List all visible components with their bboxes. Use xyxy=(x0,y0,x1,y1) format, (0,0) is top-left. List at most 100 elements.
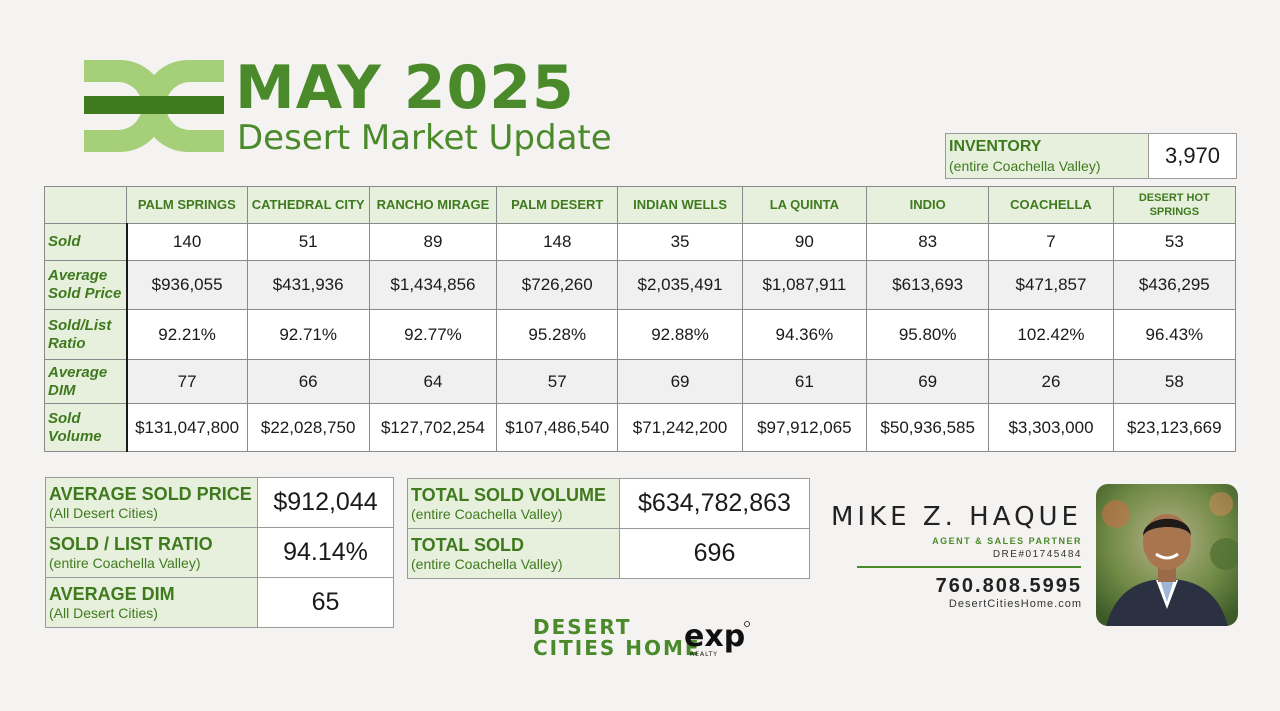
table-cell: 92.21% xyxy=(126,309,248,360)
brand-line-1: DESERT xyxy=(533,615,632,639)
table-cell: $107,486,540 xyxy=(496,403,619,452)
table-cell: 69 xyxy=(866,359,990,404)
table-cell: $613,693 xyxy=(866,260,990,310)
market-stats-table: PALM SPRINGS CATHEDRAL CITY RANCHO MIRAG… xyxy=(43,186,1237,452)
inventory-value: 3,970 xyxy=(1149,134,1236,178)
table-cell: 53 xyxy=(1112,223,1237,261)
table-row-average-dim: Average DIM 77 66 64 57 69 61 69 26 58 xyxy=(43,359,1237,404)
table-cell: $23,123,669 xyxy=(1112,403,1237,452)
summary-row-sold-list-ratio: SOLD / LIST RATIO (entire Coachella Vall… xyxy=(45,527,394,578)
table-cell: $97,912,065 xyxy=(741,403,868,452)
column-header: RANCHO MIRAGE xyxy=(368,186,498,224)
table-cell: 90 xyxy=(741,223,868,261)
summary-sublabel: (All Desert Cities) xyxy=(49,504,158,521)
table-cell: 92.71% xyxy=(246,309,370,360)
table-cell: $1,434,856 xyxy=(368,260,498,310)
summary-label-cell: AVERAGE DIM (All Desert Cities) xyxy=(45,577,258,628)
agent-website-link[interactable]: DesertCitiesHome.com xyxy=(948,598,1082,610)
column-header: INDIO xyxy=(866,186,990,224)
summary-sublabel: (entire Coachella Valley) xyxy=(49,554,201,571)
table-cell: $71,242,200 xyxy=(617,403,743,452)
summary-sublabel: (entire Coachella Valley) xyxy=(411,555,563,572)
summary-label: AVERAGE DIM xyxy=(49,583,175,604)
desert-cities-logo-icon xyxy=(84,60,224,152)
inventory-label-cell: INVENTORY (entire Coachella Valley) xyxy=(946,134,1149,178)
column-header: PALM DESERT xyxy=(496,186,619,224)
summary-value: $634,782,863 xyxy=(619,478,810,529)
table-cell: 66 xyxy=(246,359,370,404)
agent-dre-number: DRE#01745484 xyxy=(992,549,1082,560)
column-header: INDIAN WELLS xyxy=(617,186,743,224)
table-cell: 89 xyxy=(368,223,498,261)
table-cell: 95.28% xyxy=(496,309,619,360)
table-cell: 95.80% xyxy=(866,309,990,360)
summary-value: $912,044 xyxy=(257,477,394,528)
summary-row-total-sold: TOTAL SOLD (entire Coachella Valley) 696 xyxy=(407,528,810,579)
table-cell: $436,295 xyxy=(1112,260,1237,310)
table-cell: 69 xyxy=(617,359,743,404)
summary-label-cell: SOLD / LIST RATIO (entire Coachella Vall… xyxy=(45,527,258,578)
table-cell: 51 xyxy=(246,223,370,261)
summary-value: 94.14% xyxy=(257,527,394,578)
table-cell: 148 xyxy=(496,223,619,261)
agent-photo xyxy=(1096,484,1238,626)
summary-label-cell: AVERAGE SOLD PRICE (All Desert Cities) xyxy=(45,477,258,528)
row-label: Average Sold Price xyxy=(43,260,128,310)
table-row-average-sold-price: Average Sold Price $936,055 $431,936 $1,… xyxy=(43,260,1237,310)
table-row-sold-list-ratio: Sold/List Ratio 92.21% 92.71% 92.77% 95.… xyxy=(43,309,1237,360)
column-header: COACHELLA xyxy=(988,186,1114,224)
inventory-box: INVENTORY (entire Coachella Valley) 3,97… xyxy=(945,133,1237,179)
table-cell: 96.43% xyxy=(1112,309,1237,360)
row-label: Sold/List Ratio xyxy=(43,309,128,360)
summary-row-average-sold-price: AVERAGE SOLD PRICE (All Desert Cities) $… xyxy=(45,477,394,528)
summary-right-table: TOTAL SOLD VOLUME (entire Coachella Vall… xyxy=(407,478,810,579)
table-cell: 7 xyxy=(988,223,1114,261)
table-cell: $726,260 xyxy=(496,260,619,310)
summary-label-cell: TOTAL SOLD (entire Coachella Valley) xyxy=(407,528,620,579)
summary-label: AVERAGE SOLD PRICE xyxy=(49,483,252,504)
table-cell: 61 xyxy=(741,359,868,404)
exp-logo-subtext: REALTY xyxy=(690,651,718,658)
page-subtitle: Desert Market Update xyxy=(237,118,612,158)
table-cell: 35 xyxy=(617,223,743,261)
column-header: PALM SPRINGS xyxy=(126,186,248,224)
row-label: Sold Volume xyxy=(43,403,128,452)
table-header-row: PALM SPRINGS CATHEDRAL CITY RANCHO MIRAG… xyxy=(43,186,1237,224)
summary-label: SOLD / LIST RATIO xyxy=(49,533,213,554)
table-cell: $3,303,000 xyxy=(988,403,1114,452)
table-cell: $127,702,254 xyxy=(368,403,498,452)
exp-logo-text: exp xyxy=(684,619,745,654)
page-title: MAY 2025 xyxy=(235,53,575,123)
table-cell: 58 xyxy=(1112,359,1237,404)
summary-sublabel: (entire Coachella Valley) xyxy=(411,505,563,522)
table-row-sold: Sold 140 51 89 148 35 90 83 7 53 xyxy=(43,223,1237,261)
table-cell: $22,028,750 xyxy=(246,403,370,452)
agent-divider xyxy=(857,566,1081,568)
summary-label: TOTAL SOLD VOLUME xyxy=(411,484,607,505)
summary-row-total-sold-volume: TOTAL SOLD VOLUME (entire Coachella Vall… xyxy=(407,478,810,529)
table-cell: $431,936 xyxy=(246,260,370,310)
summary-label-cell: TOTAL SOLD VOLUME (entire Coachella Vall… xyxy=(407,478,620,529)
inventory-sublabel: (entire Coachella Valley) xyxy=(949,158,1101,174)
row-label: Average DIM xyxy=(43,359,128,404)
table-cell: 83 xyxy=(866,223,990,261)
column-header: CATHEDRAL CITY xyxy=(246,186,370,224)
brand-line-2: CITIES HOME xyxy=(533,636,701,660)
desert-cities-home-logo: DESERT CITIES HOME xyxy=(533,617,701,659)
table-cell: 94.36% xyxy=(741,309,868,360)
table-cell: $936,055 xyxy=(126,260,248,310)
table-cell: 57 xyxy=(496,359,619,404)
agent-phone[interactable]: 760.808.5995 xyxy=(935,575,1082,597)
table-cell: $1,087,911 xyxy=(741,260,868,310)
table-cell: 92.88% xyxy=(617,309,743,360)
table-cell: 140 xyxy=(126,223,248,261)
table-corner-cell xyxy=(43,186,128,224)
table-cell: $50,936,585 xyxy=(866,403,990,452)
summary-value: 65 xyxy=(257,577,394,628)
table-cell: 92.77% xyxy=(368,309,498,360)
agent-name: MIKE Z. HAQUE xyxy=(831,502,1082,532)
row-label: Sold xyxy=(43,223,128,261)
summary-sublabel: (All Desert Cities) xyxy=(49,604,158,621)
column-header: LA QUINTA xyxy=(741,186,868,224)
table-cell: $471,857 xyxy=(988,260,1114,310)
